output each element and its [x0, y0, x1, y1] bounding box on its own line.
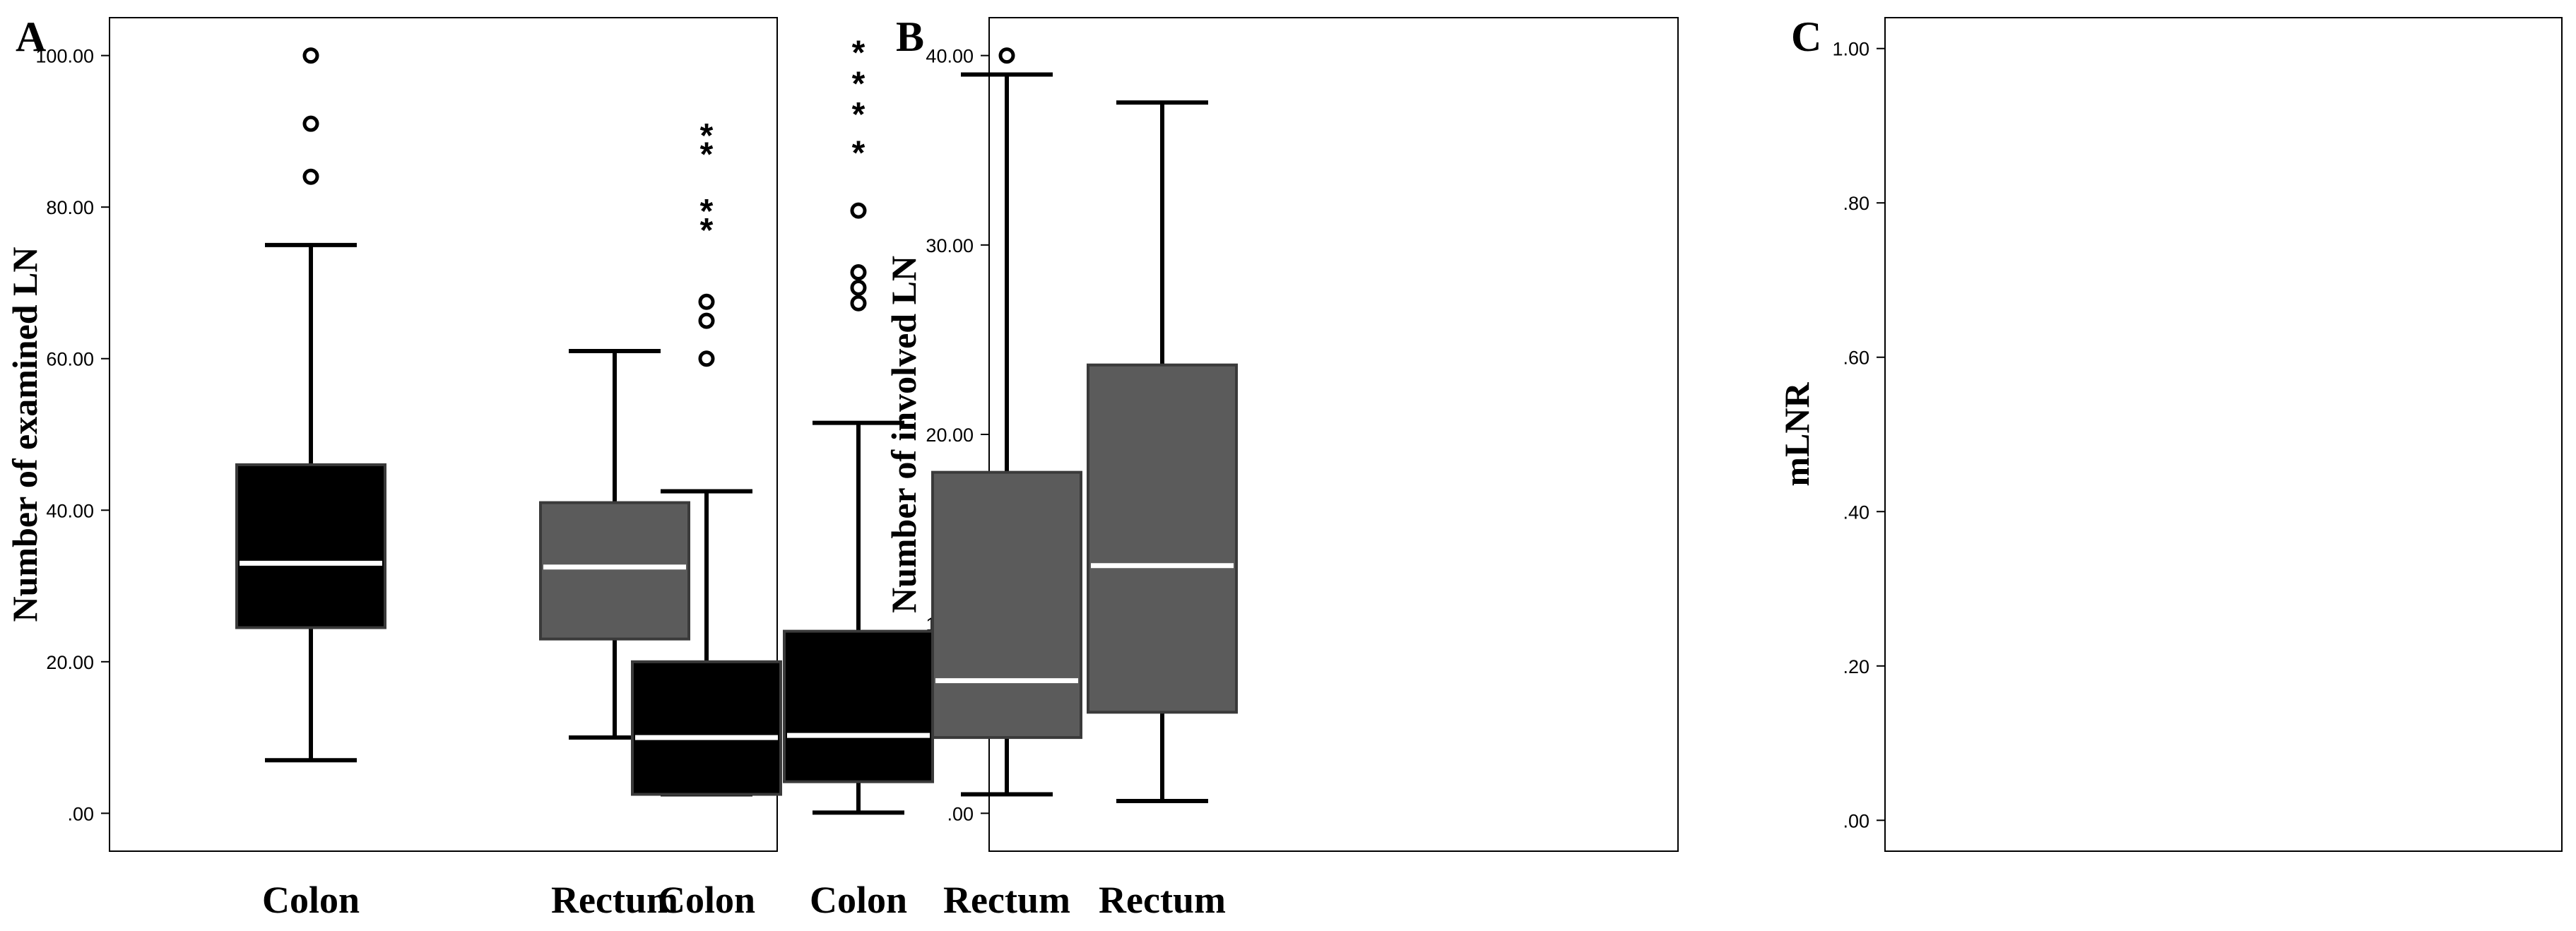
panel-c-y-axis-label: mLNR [1777, 382, 1816, 487]
panel-a-box-colon-outlier-point [302, 115, 319, 132]
panel-a-box-colon-iqr [235, 463, 386, 629]
panel-b-box-colon-extreme-point: * [700, 212, 714, 249]
panel-c-box-rectum-category-label: Rectum [1099, 879, 1226, 921]
panel-a-box-colon-outlier-point [302, 47, 319, 64]
panel-a-box-colon-outlier-point [302, 168, 319, 185]
panel-b-box-colon-extreme-point: * [700, 117, 714, 155]
panel-c-ytick-label: 1.00 [1832, 39, 1869, 60]
panel-a-ytick-label: 40.00 [46, 500, 94, 521]
panel-c-letter: C [1791, 13, 1821, 60]
panel-c-ytick-label: .60 [1843, 348, 1869, 369]
panel-b-ytick-label: .00 [947, 803, 974, 824]
panel-c-plot-frame [1884, 17, 2563, 852]
panel-a: A .00 20.00 40.00 60.00 80.00 100.00 Number of… [5, 13, 778, 921]
panel-c-box-rectum-iqr [1087, 363, 1238, 714]
panel-c-ytick-label: .20 [1843, 656, 1869, 677]
panel-a-letter: A [16, 13, 46, 60]
panel-b-ytick-label: 40.00 [926, 46, 974, 67]
panel-a-ytick-label: .00 [67, 803, 94, 824]
panel-b-box-colon-outlier-point [698, 350, 715, 367]
panel-b-ytick-label: 30.00 [926, 235, 974, 256]
panel-a-ytick-label: 20.00 [46, 652, 94, 673]
panel-a-ytick-label: 100.00 [35, 46, 94, 67]
panel-a-box-colon-category-label: Colon [262, 879, 360, 921]
panel-c-ytick-label: .80 [1843, 193, 1869, 214]
panel-c-box-colon-category-label: Colon [810, 879, 907, 921]
panel-b-y-axis-label: Number of involved LN [884, 256, 923, 613]
panel-c-box-colon-extreme-point: * [852, 65, 865, 102]
panel-b-box-colon-extreme-point: * [700, 193, 714, 230]
panel-c-box-colon-extreme-point: * [852, 35, 865, 72]
panel-b-box-colon-outlier-point [698, 312, 715, 329]
panel-b-box-colon-category-label: Colon [658, 879, 755, 921]
panel-c-box-colon-extreme-point: * [852, 96, 865, 134]
panel-b-ytick-label: 20.00 [926, 425, 974, 446]
panel-c-ytick-label: .00 [1843, 810, 1869, 831]
panel-a-ytick-label: 80.00 [46, 197, 94, 218]
panel-c-box-colon-iqr [783, 629, 934, 783]
panel-a-plot-frame [109, 17, 778, 852]
panel-c-box-colon-extreme-point: * [852, 135, 865, 172]
panel-c-box-colon-outlier-point [850, 295, 867, 312]
panel-b-box-rectum-category-label: Rectum [943, 879, 1070, 921]
panel-c-box-colon-outlier-point [850, 264, 867, 281]
panel-b-letter: B [896, 13, 924, 60]
panel-b-box-rectum-iqr [931, 470, 1082, 740]
panel-a-box-rectum-iqr [539, 501, 690, 641]
panel-c-box-colon-outlier-point [850, 279, 867, 296]
panel-b-box-colon-extreme-point: * [700, 136, 714, 174]
panel-b-box-colon-outlier-point [698, 293, 715, 310]
panel-b-box-colon-iqr [631, 660, 782, 796]
panel-a-box-rectum-category-label: Rectum [551, 879, 678, 921]
panel-b-box-rectum-outlier-point [998, 47, 1015, 64]
panel-a-ytick-label: 60.00 [46, 349, 94, 370]
panel-a-y-axis-label: Number of examined LN [5, 247, 45, 622]
panel-c-box-colon-outlier-point [850, 202, 867, 219]
panel-c-ytick-label: .40 [1843, 502, 1869, 523]
